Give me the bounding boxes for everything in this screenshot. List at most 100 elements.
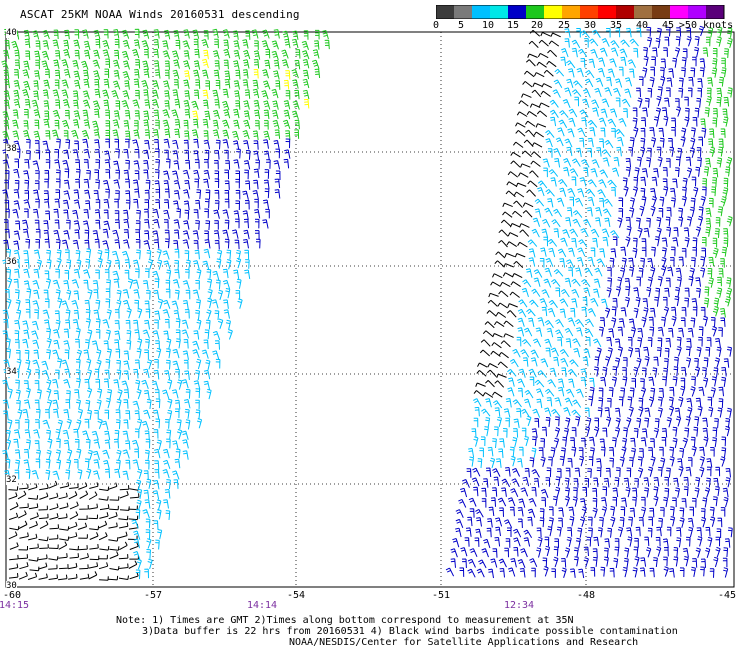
wind-barb xyxy=(14,449,21,459)
wind-barb xyxy=(595,77,604,87)
wind-barb xyxy=(661,107,668,117)
wind-barb xyxy=(196,319,202,330)
wind-barb xyxy=(545,417,551,427)
colorbar-label: 25 xyxy=(557,20,571,31)
wind-barb xyxy=(512,399,522,408)
wind-barb xyxy=(14,289,20,300)
wind-barb xyxy=(75,159,81,169)
wind-barb xyxy=(164,100,170,110)
colorbar-frame xyxy=(436,5,725,19)
wind-barb xyxy=(599,248,606,258)
wind-barb xyxy=(577,527,583,538)
wind-barb xyxy=(137,488,143,499)
wind-barb xyxy=(688,526,694,538)
wind-barb xyxy=(545,477,551,487)
wind-barb xyxy=(157,298,164,310)
wind-barb xyxy=(577,127,586,137)
wind-barb xyxy=(539,517,545,528)
wind-barb xyxy=(674,356,679,367)
wind-barb xyxy=(689,206,695,218)
lon-label-45: -45 xyxy=(717,590,737,601)
wind-barb xyxy=(17,409,23,420)
wind-barb xyxy=(534,379,545,388)
wind-barb xyxy=(324,39,330,50)
wind-barb xyxy=(459,567,465,577)
wind-barb xyxy=(687,517,694,528)
wind-barb xyxy=(133,39,140,49)
wind-barb xyxy=(225,160,231,170)
wind-barb xyxy=(681,307,687,317)
wind-barb xyxy=(74,459,79,469)
wind-barb xyxy=(181,379,189,389)
wind-barb xyxy=(154,319,159,330)
wind-barb xyxy=(704,107,710,118)
wind-barb xyxy=(713,477,719,488)
wind-barb xyxy=(301,40,309,50)
wind-barb xyxy=(530,357,538,367)
colorbar-segment xyxy=(634,5,653,19)
wind-barb xyxy=(136,558,142,570)
wind-barb xyxy=(285,130,291,140)
wind-barb xyxy=(553,208,562,218)
wind-barb xyxy=(202,260,210,270)
wind-barb xyxy=(255,238,261,249)
wind-barb xyxy=(113,110,120,120)
wind-barb xyxy=(95,318,101,329)
wind-barb xyxy=(533,277,541,287)
wind-barb xyxy=(513,547,519,557)
wind-barb xyxy=(550,447,556,458)
wind-barb xyxy=(94,410,99,420)
wind-barb xyxy=(25,238,31,249)
wind-barb xyxy=(144,459,150,470)
wind-barb xyxy=(640,257,645,268)
wind-barb xyxy=(119,541,128,551)
wind-barb xyxy=(47,438,53,449)
wind-barb xyxy=(599,47,608,57)
wind-barb xyxy=(713,297,720,308)
wind-barb xyxy=(626,527,633,537)
wind-barb xyxy=(670,506,675,517)
wind-barb xyxy=(75,399,81,410)
wind-barb xyxy=(162,469,170,479)
wind-barb xyxy=(96,359,102,371)
wind-barb xyxy=(674,295,680,307)
wind-barb xyxy=(643,55,649,67)
wind-barb xyxy=(662,178,668,188)
wind-barb xyxy=(146,478,152,489)
wind-barb xyxy=(66,390,71,401)
wind-barb xyxy=(253,168,260,179)
colorbar-segment xyxy=(688,5,707,19)
wind-barb xyxy=(691,566,696,577)
wind-barb xyxy=(573,556,579,567)
wind-barb xyxy=(34,50,41,61)
wind-barb xyxy=(496,416,502,428)
wind-barb xyxy=(55,178,61,189)
wind-barb xyxy=(571,298,578,308)
wind-barb xyxy=(98,554,108,560)
wind-barb xyxy=(68,573,78,580)
wind-barb xyxy=(175,399,181,410)
wind-barb xyxy=(487,518,493,528)
wind-barb xyxy=(613,87,621,97)
wind-barb xyxy=(665,277,671,288)
wind-barb xyxy=(691,497,697,508)
map-frame xyxy=(5,31,735,588)
wind-barb xyxy=(664,36,670,47)
wind-barb xyxy=(154,359,159,369)
wind-barb xyxy=(81,129,90,140)
wind-barb xyxy=(642,298,649,308)
wind-barb xyxy=(75,328,81,339)
wind-barb xyxy=(24,109,29,119)
wind-barb xyxy=(134,188,140,199)
wind-barb xyxy=(49,513,59,520)
wind-barb xyxy=(709,128,715,138)
wind-barb xyxy=(598,326,604,337)
wind-barb xyxy=(520,163,531,168)
wind-barb xyxy=(3,239,10,250)
wind-barb xyxy=(507,497,516,507)
wind-barb xyxy=(242,210,249,220)
wind-barb xyxy=(545,189,555,197)
wind-barb xyxy=(105,358,111,369)
wind-barb xyxy=(597,407,603,418)
wind-barb xyxy=(154,469,160,479)
